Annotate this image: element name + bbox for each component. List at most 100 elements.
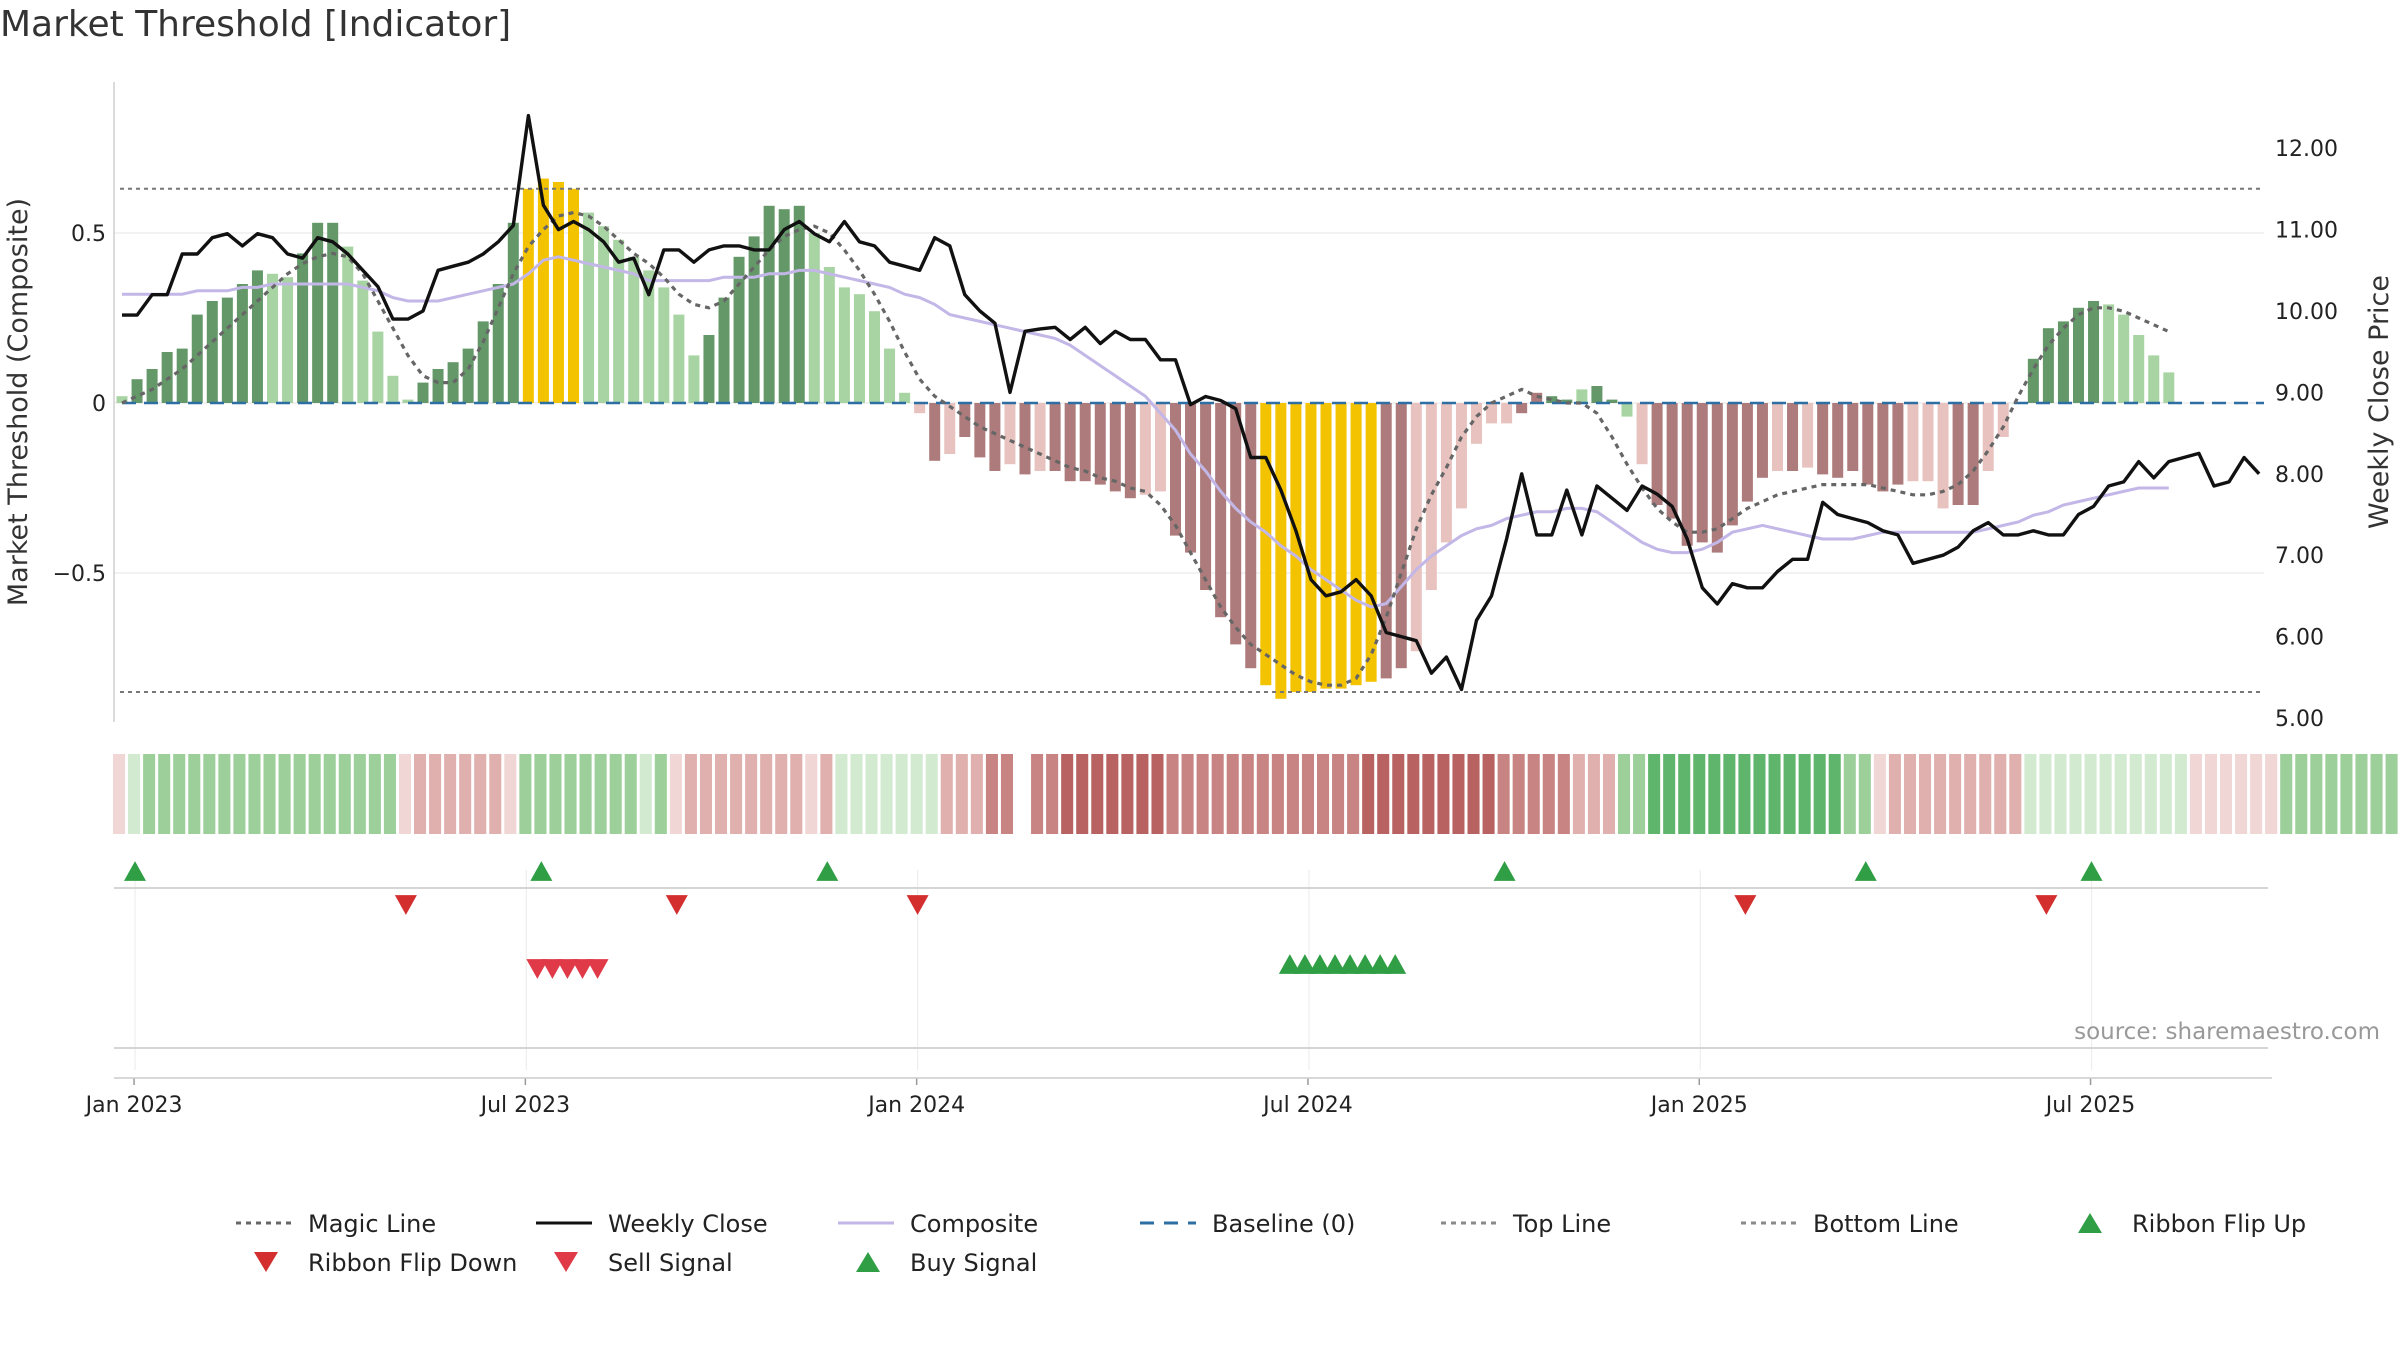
- composite-bar: [522, 188, 534, 403]
- composite-bar: [267, 273, 278, 403]
- ribbon-cell: [2355, 754, 2368, 834]
- legend-label: Buy Signal: [910, 1249, 1037, 1277]
- composite-bar: [1245, 403, 1257, 669]
- legend-label: Composite: [910, 1210, 1038, 1238]
- legend-swatch: [554, 1252, 578, 1272]
- ribbon-cell: [1332, 754, 1345, 834]
- ribbon-cell: [1422, 754, 1435, 834]
- x-tick-label: Jul 2023: [479, 1093, 571, 1118]
- legend-item: Baseline (0): [1140, 1210, 1355, 1238]
- ribbon-cell: [248, 754, 261, 834]
- ribbon-cell: [2159, 754, 2172, 834]
- composite-bar: [2133, 335, 2145, 403]
- ribbon-cell: [699, 754, 712, 834]
- legend-swatch: [254, 1252, 278, 1272]
- ribbon-flip-down-marker: [1734, 895, 1757, 915]
- ribbon-cell: [1166, 754, 1179, 834]
- ribbon-cell: [654, 754, 667, 834]
- ribbon-cell: [1542, 754, 1555, 834]
- x-tick-label: Jan 2024: [866, 1093, 965, 1118]
- buy-signal-marker: [1293, 954, 1316, 974]
- ribbon-cell: [895, 754, 908, 834]
- composite-bar: [1561, 399, 1573, 403]
- composite-bar: [718, 297, 730, 403]
- composite-bar: [537, 178, 549, 403]
- composite-bar: [1516, 403, 1528, 414]
- ribbon-cell: [1633, 754, 1646, 834]
- ribbon-cell: [233, 754, 246, 834]
- y-tick-label: 0.5: [71, 222, 106, 247]
- composite-bar: [1862, 403, 1874, 485]
- composite-bar: [1531, 392, 1543, 403]
- composite-bar: [357, 280, 369, 403]
- composite-bar: [477, 321, 489, 403]
- composite-bar: [1124, 403, 1136, 499]
- composite-bar: [1440, 403, 1452, 543]
- legend-swatch: [2078, 1213, 2102, 1233]
- ribbon-cell: [368, 754, 381, 834]
- composite-bar: [1200, 403, 1212, 590]
- composite-bar: [899, 392, 911, 403]
- composite-bar: [853, 294, 865, 403]
- composite-bar: [1139, 403, 1151, 495]
- ribbon-cell: [925, 754, 938, 834]
- composite-bar: [1621, 403, 1633, 417]
- gridlines: [114, 232, 2264, 1070]
- composite-bar: [2042, 328, 2054, 403]
- ribbon-cell: [1949, 754, 1962, 834]
- legend-item: Ribbon Flip Up: [2078, 1210, 2306, 1238]
- ribbon-cell: [1557, 754, 1570, 834]
- legend-label: Bottom Line: [1813, 1210, 1959, 1238]
- ribbon-cell: [745, 754, 758, 834]
- x-tick-label: Jul 2024: [1261, 1093, 1353, 1118]
- composite-bar: [1395, 403, 1407, 669]
- ribbon-cell: [534, 754, 547, 834]
- ribbon-flip-down-marker: [665, 895, 688, 915]
- ribbon-cell: [474, 754, 487, 834]
- composite-bar: [1787, 403, 1799, 471]
- composite-bar: [1290, 403, 1302, 692]
- ribbon-cell: [353, 754, 366, 834]
- signal-markers: [114, 861, 2272, 1079]
- composite-bar: [1154, 403, 1166, 492]
- ribbon-cell: [2265, 754, 2278, 834]
- composite-bar: [1335, 403, 1347, 689]
- composite-bar: [1636, 403, 1648, 465]
- ribbon-cell: [760, 754, 773, 834]
- ribbon-cell: [459, 754, 472, 834]
- ribbon-cell: [2280, 754, 2293, 834]
- ribbon-cell: [1587, 754, 1600, 834]
- composite-bar: [1606, 399, 1618, 403]
- legend-label: Weekly Close: [608, 1210, 768, 1238]
- composite-bar: [1034, 403, 1046, 471]
- y-tick-label: 0: [92, 392, 106, 417]
- ribbon-cell: [1286, 754, 1299, 834]
- ribbon-cell: [1271, 754, 1284, 834]
- composite-bar: [1877, 403, 1889, 492]
- ribbon-cell: [2009, 754, 2022, 834]
- composite-bar: [342, 246, 354, 403]
- ribbon-cell: [1211, 754, 1224, 834]
- x-tick-label: Jan 2025: [1649, 1093, 1748, 1118]
- ribbon-cell: [1934, 754, 1947, 834]
- ribbon-cell: [2295, 754, 2308, 834]
- ribbon-cell: [805, 754, 818, 834]
- ribbon-cell: [1903, 754, 1916, 834]
- composite-bar: [2163, 372, 2175, 403]
- ribbon-flip-up-marker: [530, 861, 553, 881]
- buy-signal-marker: [1308, 954, 1331, 974]
- composite-bar: [1982, 403, 1994, 471]
- ribbon-cell: [2039, 754, 2052, 834]
- ribbon-cell: [2114, 754, 2127, 834]
- composite-bar: [1817, 403, 1829, 475]
- composite-bar: [1004, 403, 1016, 465]
- ribbon-cell: [1106, 754, 1119, 834]
- ribbon-cell: [1392, 754, 1405, 834]
- sell-signal-marker: [541, 959, 564, 979]
- y-right-tick-label: 10.00: [2275, 300, 2338, 325]
- composite-bar: [1997, 403, 2009, 437]
- composite-bar: [221, 297, 233, 403]
- ribbon-cell: [173, 754, 186, 834]
- composite-bar: [1109, 403, 1121, 492]
- composite-bar: [1305, 403, 1317, 692]
